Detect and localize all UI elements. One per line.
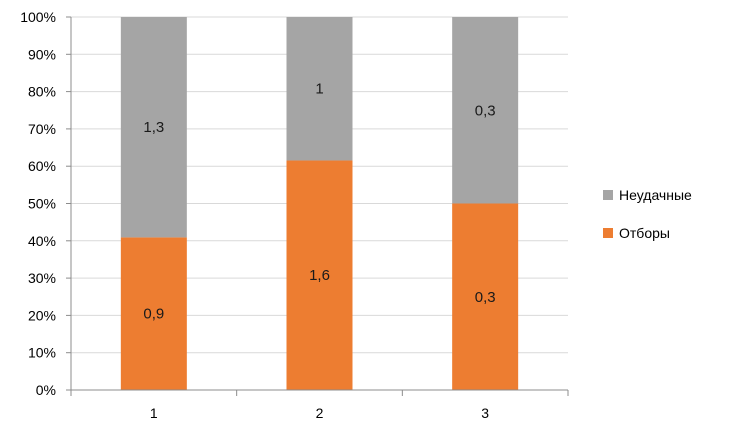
bar-segment bbox=[120, 17, 187, 238]
y-tick-label: 40% bbox=[28, 233, 56, 249]
y-tick-label: 30% bbox=[28, 270, 56, 286]
legend-swatch bbox=[603, 228, 613, 238]
bar-segment bbox=[120, 237, 187, 390]
y-tick-label: 20% bbox=[28, 307, 56, 323]
data-labels: 0,9 1,3 1,6 1 0,3 0,3 bbox=[143, 81, 495, 323]
bars bbox=[120, 17, 519, 390]
bar-segment bbox=[286, 17, 353, 161]
bar-segment bbox=[286, 160, 353, 390]
legend-label: Отборы bbox=[619, 225, 670, 241]
x-tick-label: 3 bbox=[481, 405, 489, 421]
data-label: 1 bbox=[315, 81, 323, 98]
legend-label: Неудачные bbox=[619, 187, 692, 203]
y-tick-label: 100% bbox=[20, 9, 56, 25]
data-label: 0,9 bbox=[143, 306, 164, 323]
x-tick-label: 2 bbox=[316, 405, 324, 421]
bar-segment bbox=[452, 203, 519, 390]
axes: 0% 10% 20% 30% 40% 50% 60% 70% 80% 90% 100% 1 2 3 bbox=[20, 9, 569, 421]
data-label: 1,6 bbox=[309, 267, 330, 284]
legend-swatch bbox=[603, 190, 613, 200]
y-tick-label: 50% bbox=[28, 196, 56, 212]
data-label: 0,3 bbox=[475, 289, 496, 306]
data-label: 1,3 bbox=[143, 119, 164, 136]
legend: Неудачные Отборы bbox=[603, 187, 692, 241]
y-tick-label: 0% bbox=[36, 382, 56, 398]
x-tick-label: 1 bbox=[150, 405, 158, 421]
bar-segment bbox=[452, 17, 519, 204]
y-tick-label: 60% bbox=[28, 158, 56, 174]
y-tick-label: 70% bbox=[28, 121, 56, 137]
y-tick-label: 90% bbox=[28, 46, 56, 62]
y-tick-label: 80% bbox=[28, 84, 56, 100]
y-tick-label: 10% bbox=[28, 345, 56, 361]
data-label: 0,3 bbox=[475, 102, 496, 119]
